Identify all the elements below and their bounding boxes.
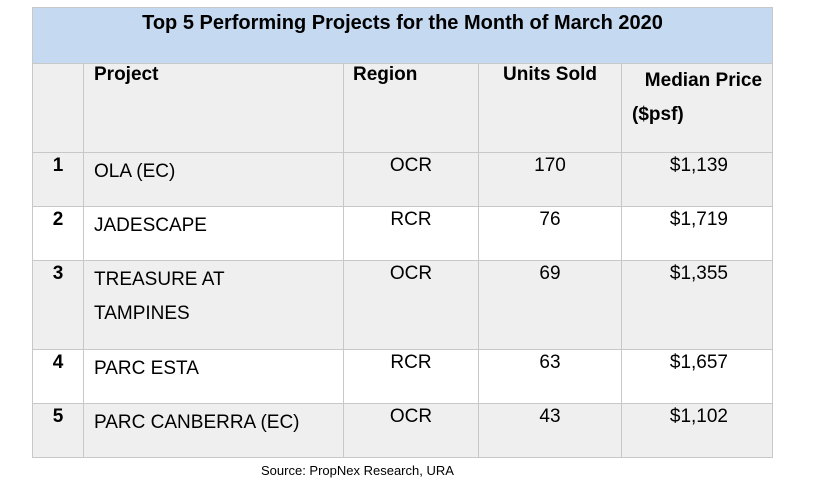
region-cell: OCR xyxy=(343,152,479,207)
project-cell: TREASURE AT TAMPINES xyxy=(83,260,344,350)
projects-table: Top 5 Performing Projects for the Month … xyxy=(31,7,774,458)
units-cell: 69 xyxy=(478,260,622,350)
projects-table-container: Top 5 Performing Projects for the Month … xyxy=(31,7,774,458)
header-project: Project xyxy=(83,63,344,153)
rank-cell: 3 xyxy=(32,260,84,350)
price-cell: $1,657 xyxy=(620,349,774,404)
table-title: Top 5 Performing Projects for the Month … xyxy=(31,7,774,64)
price-cell: $1,719 xyxy=(620,206,774,261)
project-cell: PARC CANBERRA (EC) xyxy=(83,403,344,458)
header-median-price-line1: Median Price xyxy=(644,70,763,91)
project-cell: OLA (EC) xyxy=(83,152,344,207)
header-median-price: Median Price ($psf) xyxy=(620,63,774,153)
price-cell: $1,139 xyxy=(620,152,774,207)
project-cell: PARC ESTA xyxy=(83,349,344,404)
units-cell: 170 xyxy=(478,152,622,207)
rank-cell: 4 xyxy=(32,349,84,404)
rank-cell: 2 xyxy=(32,206,84,261)
project-cell-line2: TAMPINES xyxy=(94,303,190,324)
table-row: 5 PARC CANBERRA (EC) OCR 43 $1,102 xyxy=(32,403,774,458)
units-cell: 76 xyxy=(478,206,622,261)
table-row: 1 OLA (EC) OCR 170 $1,139 xyxy=(32,152,774,207)
header-rank xyxy=(32,63,84,153)
rank-cell: 5 xyxy=(32,403,84,458)
region-cell: RCR xyxy=(343,206,479,261)
region-cell: RCR xyxy=(343,349,479,404)
rank-cell: 1 xyxy=(32,152,84,207)
header-units-sold: Units Sold xyxy=(478,63,622,153)
project-cell-line1: TREASURE AT xyxy=(94,269,225,290)
units-cell: 43 xyxy=(478,403,622,458)
price-cell: $1,102 xyxy=(620,403,774,458)
region-cell: OCR xyxy=(343,403,479,458)
project-cell: JADESCAPE xyxy=(83,206,344,261)
price-cell: $1,355 xyxy=(620,260,774,350)
header-row: Project Region Units Sold Median Price (… xyxy=(32,63,774,153)
table-row: 4 PARC ESTA RCR 63 $1,657 xyxy=(32,349,774,404)
header-region: Region xyxy=(343,63,479,153)
title-row: Top 5 Performing Projects for the Month … xyxy=(31,7,774,64)
source-note: Source: PropNex Research, URA xyxy=(261,463,454,478)
header-median-price-line2: ($psf) xyxy=(632,104,684,125)
units-cell: 63 xyxy=(478,349,622,404)
region-cell: OCR xyxy=(343,260,479,350)
table-row: 3 TREASURE AT TAMPINES OCR 69 $1,355 xyxy=(32,260,774,350)
table-row: 2 JADESCAPE RCR 76 $1,719 xyxy=(32,206,774,261)
